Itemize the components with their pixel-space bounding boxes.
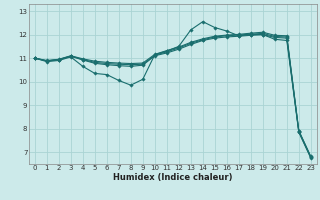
X-axis label: Humidex (Indice chaleur): Humidex (Indice chaleur) bbox=[113, 173, 233, 182]
